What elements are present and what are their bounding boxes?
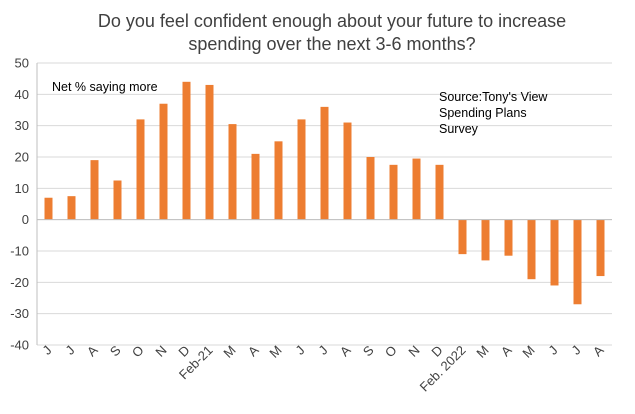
bar <box>297 119 306 220</box>
bar <box>481 219 490 261</box>
bar <box>67 196 76 220</box>
bar <box>90 160 99 220</box>
bar <box>136 119 145 220</box>
bar <box>320 106 329 220</box>
y-tick-label: 0 <box>22 212 29 227</box>
y-tick-label: -20 <box>10 275 29 290</box>
source-line-3: Survey <box>439 122 479 136</box>
bar <box>504 219 513 256</box>
source-line-2: Spending Plans <box>439 106 527 120</box>
bars <box>44 81 605 305</box>
y-tick-label: -10 <box>10 244 29 259</box>
y-tick-label: 10 <box>15 181 29 196</box>
bar <box>389 164 398 220</box>
bar <box>435 164 444 220</box>
bar <box>205 84 214 220</box>
y-axis-tick-labels: 50 40 30 20 10 0 -10 -20 -30 -40 <box>10 56 29 353</box>
bar <box>182 81 191 220</box>
bar <box>458 219 467 255</box>
bar <box>596 219 605 277</box>
bar <box>412 158 421 220</box>
bar <box>44 197 53 220</box>
y-tick-label: 30 <box>15 118 29 133</box>
axes <box>36 63 612 345</box>
y-tick-label: -30 <box>10 306 29 321</box>
bar <box>113 180 122 220</box>
y-tick-label: 40 <box>15 87 29 102</box>
source-line-1: Source:Tony's View <box>439 90 548 104</box>
series-note: Net % saying more <box>52 80 158 94</box>
chart-title-line-2: spending over the next 3-6 months? <box>188 34 475 54</box>
y-tick-label: 50 <box>15 56 29 71</box>
bar <box>366 157 375 220</box>
y-tick-label: 20 <box>15 150 29 165</box>
y-tick-label: -40 <box>10 338 29 353</box>
bar <box>159 103 168 220</box>
bar <box>527 219 536 280</box>
bar <box>550 219 559 286</box>
bar <box>573 219 582 305</box>
bar <box>274 141 283 220</box>
bar <box>228 124 237 220</box>
bar <box>251 153 260 220</box>
bar <box>343 122 352 220</box>
chart-title-line-1: Do you feel confident enough about your … <box>98 11 566 31</box>
